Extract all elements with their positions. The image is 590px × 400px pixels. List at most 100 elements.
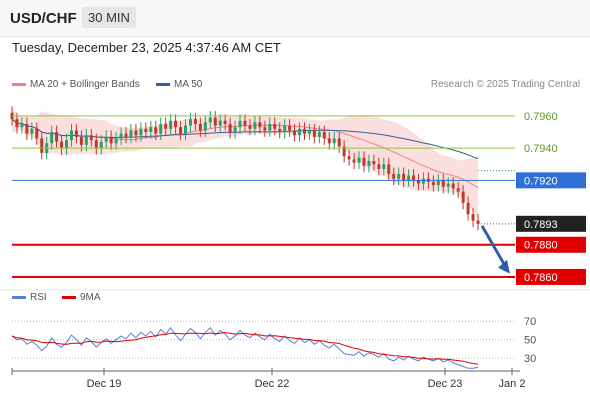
candle-body	[124, 133, 128, 137]
candle-body	[327, 138, 331, 144]
interval-button[interactable]: 30 MIN	[82, 7, 136, 28]
candle-body	[362, 157, 366, 166]
forecast-arrow-head	[498, 259, 510, 274]
price-level-tag	[516, 140, 586, 157]
candle-body	[159, 123, 163, 134]
rsi-tick-label: 70	[524, 316, 536, 328]
candle-body	[367, 161, 371, 166]
candle-body	[412, 175, 416, 181]
candle-body	[60, 141, 64, 149]
legend-ma20: MA 20 + Bollinger Bands	[12, 79, 140, 90]
legend-ma50: MA 50	[156, 79, 202, 90]
candle-body	[446, 183, 450, 187]
candle-body	[164, 123, 168, 129]
candle-body	[293, 130, 297, 136]
x-tick-label: Dec 22	[255, 378, 290, 390]
rsi-line	[11, 326, 479, 369]
candle-body	[139, 128, 143, 136]
candle-body	[431, 181, 435, 186]
candle-body	[74, 130, 78, 137]
candle-body	[461, 191, 465, 203]
candle-body	[397, 173, 401, 179]
candle-body	[129, 130, 133, 137]
candle-body	[248, 125, 252, 129]
candle-body	[169, 120, 173, 129]
price-level-tag	[516, 107, 586, 124]
candle-body	[417, 180, 421, 184]
candle-body	[263, 127, 267, 131]
candle-body	[89, 135, 93, 141]
candle-body	[233, 127, 237, 133]
symbol-label: USD/CHF	[10, 10, 77, 27]
ma9-swatch	[62, 296, 76, 299]
legend-9ma: 9MA	[62, 292, 101, 303]
candle-body	[283, 125, 287, 133]
candle-body	[223, 120, 227, 124]
candle-body	[332, 138, 336, 144]
candle-body	[312, 130, 316, 137]
candle-body	[407, 175, 411, 181]
candle-body	[154, 127, 158, 134]
price-level-label: 0.7920	[524, 175, 558, 187]
x-tick-label: Jan 2	[499, 378, 526, 390]
ma20-swatch	[12, 83, 26, 86]
candle-body	[35, 128, 39, 139]
legend-rsi: RSI	[12, 292, 47, 303]
candle-body	[352, 159, 356, 163]
candle-body	[144, 128, 148, 133]
candle-body	[79, 136, 83, 145]
candle-body	[456, 188, 460, 192]
candle-body	[288, 125, 292, 131]
candle-body	[84, 135, 88, 145]
rsi-ma9-line	[11, 332, 479, 365]
price-level-tag	[516, 236, 586, 253]
x-tick-label: Dec 19	[87, 378, 122, 390]
candle-body	[392, 173, 396, 179]
price-level-label: 0.7940	[524, 143, 558, 155]
candle-body	[258, 122, 262, 128]
candle-body	[382, 164, 386, 170]
candle-body	[377, 164, 381, 170]
candle-body	[179, 127, 183, 134]
candle-body	[65, 140, 69, 149]
candle-body	[188, 119, 192, 126]
candle-body	[278, 128, 282, 133]
candle-body	[436, 180, 440, 186]
candle-body	[104, 136, 108, 142]
candle-body	[471, 214, 475, 221]
candle-body	[99, 141, 103, 149]
candle-body	[55, 132, 59, 142]
candle-body	[208, 117, 212, 123]
candle-body	[69, 130, 73, 141]
price-level-label: 0.7960	[524, 111, 558, 123]
candle-body	[15, 119, 19, 128]
bollinger-band	[12, 106, 478, 219]
candle-body	[198, 123, 202, 131]
candle-body	[203, 122, 207, 131]
candle-body	[387, 164, 391, 174]
candle-body	[184, 125, 188, 134]
legend-rsi-label: RSI	[30, 292, 47, 303]
candle-body	[114, 138, 118, 144]
candle-body	[30, 128, 34, 134]
rsi-swatch	[12, 296, 26, 299]
legend-ma50-label: MA 50	[174, 79, 203, 90]
candle-body	[149, 127, 153, 133]
candle-body	[298, 128, 302, 136]
candle-body	[238, 120, 242, 128]
price-level-label: 0.7860	[524, 272, 558, 284]
candle-body	[322, 132, 326, 139]
candle-body	[302, 128, 306, 134]
candle-body	[193, 119, 197, 124]
candle-body	[402, 173, 406, 181]
candle-body	[109, 136, 113, 144]
candle-body	[218, 120, 222, 126]
candle-body	[25, 123, 29, 134]
research-credit: Research © 2025 Trading Central	[430, 79, 580, 90]
ma50-swatch	[156, 83, 170, 86]
price-level-label: 0.7880	[524, 240, 558, 252]
price-level-tag	[516, 172, 586, 189]
candle-body	[119, 133, 123, 139]
candle-body	[253, 122, 257, 129]
